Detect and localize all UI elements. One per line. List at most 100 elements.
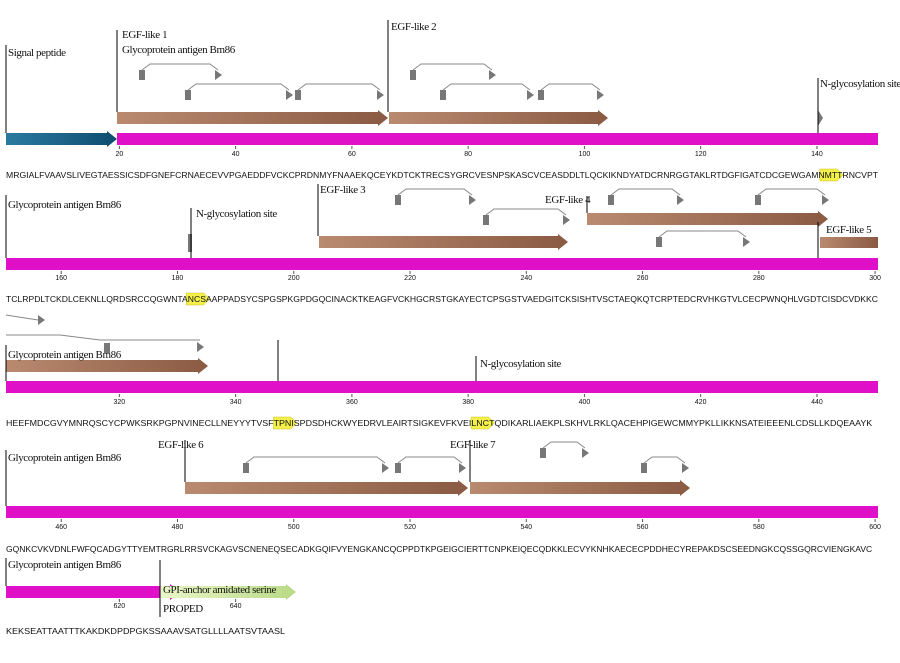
bridge-line — [658, 230, 747, 238]
bridge-end — [469, 195, 476, 205]
ruler-label: 600 — [869, 524, 881, 531]
bridge-end — [540, 448, 546, 458]
ruler-label: 80 — [464, 151, 472, 158]
ruler-label: 240 — [520, 275, 532, 282]
bridge-end — [489, 70, 496, 80]
bridge-line — [412, 63, 493, 71]
bridge-line — [187, 83, 290, 91]
motif-highlight — [470, 416, 495, 430]
feature-label: EGF-like 4 — [545, 194, 591, 206]
egf-domain — [389, 110, 608, 126]
ruler-label: 280 — [753, 275, 765, 282]
feature-label: EGF-like 7 — [450, 439, 496, 451]
feature-label: PROPED — [163, 603, 203, 615]
motif-highlight — [273, 416, 298, 430]
ruler-label: 340 — [230, 399, 242, 406]
ruler-label: 620 — [114, 603, 126, 610]
ruler-label: 60 — [348, 151, 356, 158]
feature-label: Glycoprotein antigen Bm86 — [122, 44, 236, 56]
feature-label: Glycoprotein antigen Bm86 — [8, 349, 122, 361]
ruler-label: 540 — [520, 524, 532, 531]
bridge-end — [243, 463, 249, 473]
bridge-end — [597, 90, 604, 100]
feature-label: Glycoprotein antigen Bm86 — [8, 199, 122, 211]
ruler-label: 360 — [346, 399, 358, 406]
ruler-label: 560 — [637, 524, 649, 531]
egf-domain — [820, 237, 878, 248]
bridge-end — [743, 237, 750, 247]
egf-domain — [470, 480, 690, 496]
feature-label: EGF-like 1 — [122, 29, 167, 41]
ruler-label: 200 — [288, 275, 300, 282]
egf-domain — [6, 358, 208, 374]
bridge-line — [757, 188, 826, 196]
bridge-end — [440, 90, 446, 100]
ruler-label: 260 — [637, 275, 649, 282]
bridge-end — [682, 463, 689, 473]
bridge-end — [822, 195, 829, 205]
bridge-end — [377, 90, 384, 100]
gpi-anchor — [160, 584, 296, 600]
bridge-end — [677, 195, 684, 205]
bridge-end — [382, 463, 389, 473]
ruler-label: 180 — [172, 275, 184, 282]
bridge-line — [245, 456, 386, 464]
ruler-label: 160 — [55, 275, 67, 282]
ruler-label: 220 — [404, 275, 416, 282]
bridge-line — [6, 334, 200, 341]
bridge-line — [542, 441, 586, 449]
bridge-end — [185, 90, 191, 100]
ruler-label: 640 — [230, 603, 242, 610]
motif-highlight — [185, 292, 211, 306]
bridge-end — [139, 70, 145, 80]
motif-highlight — [819, 168, 844, 182]
ruler-label: 500 — [288, 524, 300, 531]
sequence: GQNKCVKVDNLFWFQCADGYTTYEMTRGRLRRSVCKAGVS… — [6, 545, 872, 554]
feature-label: N-glycosylation site — [480, 358, 561, 370]
ruler-label: 400 — [579, 399, 591, 406]
ruler-label: 20 — [115, 151, 123, 158]
ruler-label: 100 — [579, 151, 591, 158]
sequence: KEKSEATTAATTTKAKDKDPDPGKSSAAAVSATGLLLLAA… — [6, 627, 286, 636]
bridge-end — [38, 315, 45, 325]
bridge-end — [538, 90, 544, 100]
ruler-label: 420 — [695, 399, 707, 406]
bridge-end — [197, 342, 204, 352]
feature-label: Glycoprotein antigen Bm86 — [8, 452, 122, 464]
feature-label: N-glycosylation site — [196, 208, 277, 220]
bridge-end — [563, 215, 570, 225]
ruler-label: 140 — [811, 151, 823, 158]
ruler-label: 480 — [172, 524, 184, 531]
bridge-end — [641, 463, 647, 473]
sequence: HEEFMDCGVYMNRQSCYCPWKSRKPGPNVINECLLNEYYY… — [6, 419, 873, 428]
sequence: MRGIALFVAAVSLIVEGTAESSICSDFGNEFCRNAECEVV… — [6, 171, 878, 180]
bridge-end — [656, 237, 662, 247]
ruler-label: 580 — [753, 524, 765, 531]
feature-label: EGF-like 2 — [391, 21, 436, 33]
egf-domain — [117, 110, 388, 126]
sequence: TCLRPDLTCKDLCEKNLLQRDSRCCQGWNTANCSAAPPAD… — [6, 295, 878, 304]
bridge-end — [215, 70, 222, 80]
bridge-line — [297, 83, 381, 91]
bridge-end — [459, 463, 466, 473]
ruler-label: 320 — [114, 399, 126, 406]
bridge-end — [295, 90, 301, 100]
bridge-line — [442, 83, 531, 91]
ruler-label: 520 — [404, 524, 416, 531]
bridge-end — [395, 195, 401, 205]
bridge-end — [395, 463, 401, 473]
ruler-label: 40 — [232, 151, 240, 158]
molecule-bar — [6, 258, 878, 270]
molecule-bar — [6, 381, 878, 393]
bridge-end — [527, 90, 534, 100]
bridge-line — [397, 456, 463, 464]
ruler-label: 440 — [811, 399, 823, 406]
ruler-label: 380 — [462, 399, 474, 406]
molecule-bar — [117, 133, 878, 145]
bridge-end — [755, 195, 761, 205]
egf-domain — [587, 211, 828, 227]
feature-label: Signal peptide — [8, 47, 66, 59]
feature-label: GPI-anchor amidated serine — [163, 584, 277, 596]
bridge-line — [485, 208, 567, 216]
bridge-end — [483, 215, 489, 225]
